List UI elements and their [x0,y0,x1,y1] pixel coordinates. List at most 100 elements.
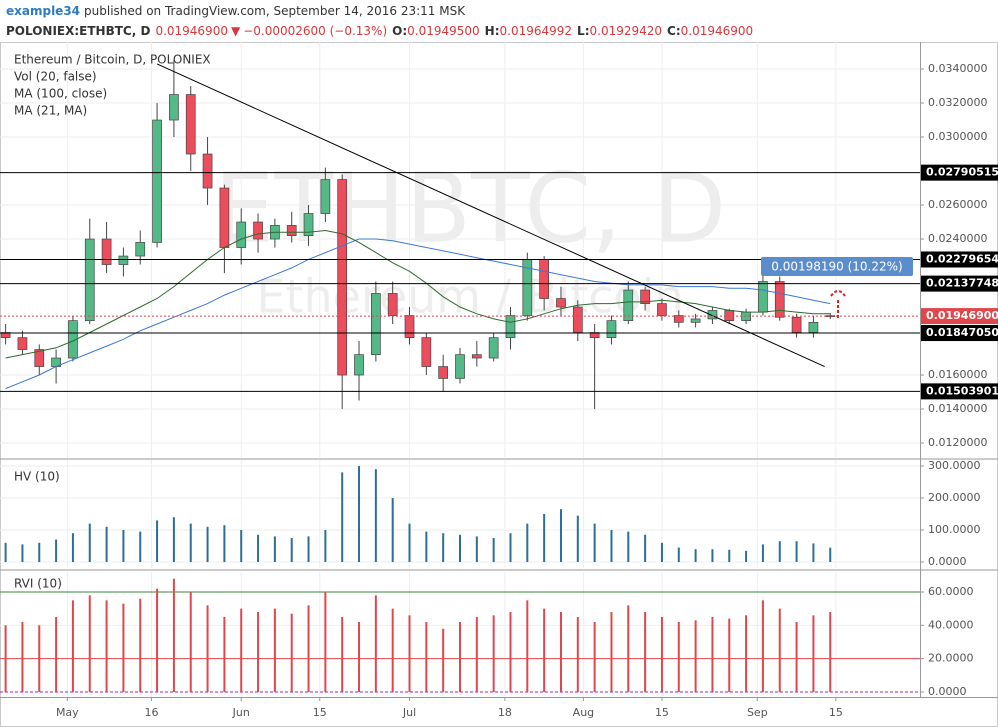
bar [55,539,58,562]
level-label: 0.01847050 [926,326,998,339]
legend-indicator: Vol (20, false) [14,70,97,84]
bar [240,608,243,692]
author[interactable]: example34 [6,4,80,18]
x-tick-label: 15 [829,706,843,719]
bar [105,526,108,562]
candle-body [572,306,583,333]
level-label: 0.02279654 [926,252,998,265]
candle-body [774,281,785,318]
pane-title: HV (10) [14,470,60,484]
candle-body [758,281,768,313]
level-label-box [921,164,998,181]
bar [576,515,579,562]
y-tick-label: 60.0000 [928,585,974,598]
candle-body [118,255,129,265]
bar [408,523,411,562]
candle-body [471,354,482,359]
bar [761,544,764,562]
candle-body [623,289,634,321]
bar [559,612,562,692]
bar [273,536,276,562]
bar [139,531,142,562]
bar [324,592,327,692]
candle-body [68,320,78,359]
candle-body [707,310,718,320]
bar [290,613,293,692]
bar [778,608,781,692]
bar [240,530,243,562]
bar [627,605,630,692]
y-tick-label: 0.0000 [928,555,967,568]
candle-body [791,316,802,333]
ohlc-value: 0.01949500 [407,24,480,38]
candle-body [371,293,381,355]
bar [122,603,125,692]
bar [341,472,344,562]
bar [358,622,361,692]
candle-body [320,179,331,214]
bar [593,622,596,692]
bar [509,533,512,562]
bar [374,469,377,562]
bar [795,622,798,692]
bar [38,542,41,562]
candle-body [387,293,398,316]
candle-body [185,94,196,155]
symbol: POLONIEX:ETHBTC, D [6,24,150,38]
candle-body [505,315,516,338]
pane-title: RVI (10) [14,577,62,591]
ohlc-value: 0.01929420 [590,24,663,38]
x-tick-label: Jul [402,706,416,719]
bar [492,538,495,562]
bar [122,530,125,562]
x-tick-label: 16 [144,706,158,719]
bar [88,523,91,562]
bar [290,538,293,562]
candle-body [202,153,213,189]
bar [206,605,209,692]
candle-body [606,320,617,338]
ohlc-label: O: [392,24,407,38]
bar [55,617,58,692]
y-tick-label: 0.0140000 [928,402,988,415]
bar [711,549,714,562]
candle-body [0,332,11,338]
bar [829,547,832,562]
candle-body [236,221,247,248]
bar [694,549,697,562]
y-tick-label: 0.0300000 [928,130,988,143]
y-tick-label: 300.0000 [928,459,981,472]
bar [324,530,327,562]
bar [459,622,461,692]
candle-body [286,225,297,236]
y-tick-label: 40.0000 [928,618,974,631]
bar [475,617,478,692]
bar [812,543,815,562]
bar [21,622,24,692]
bar [71,533,74,562]
bar [4,625,7,692]
bar [728,549,731,562]
candle-body [354,354,364,376]
bar [223,525,226,562]
bar [223,617,226,692]
bar [644,612,647,692]
candle-body [169,94,179,121]
x-tick-label: 15 [655,706,669,719]
bar [694,620,697,692]
y-tick-label: 0.0120000 [928,436,988,449]
bar [543,514,546,562]
bar [761,600,764,692]
candle-body [337,179,348,376]
bar [812,615,815,692]
header-line-1: example34 published on TradingView.com, S… [6,4,466,18]
annotation: 0.00198190 (10.22%) [771,260,902,274]
bar [660,542,663,562]
bar [745,615,748,692]
bar [610,612,613,692]
bar [4,542,7,562]
bar [795,541,798,562]
bar [728,618,731,692]
bar [526,523,529,562]
